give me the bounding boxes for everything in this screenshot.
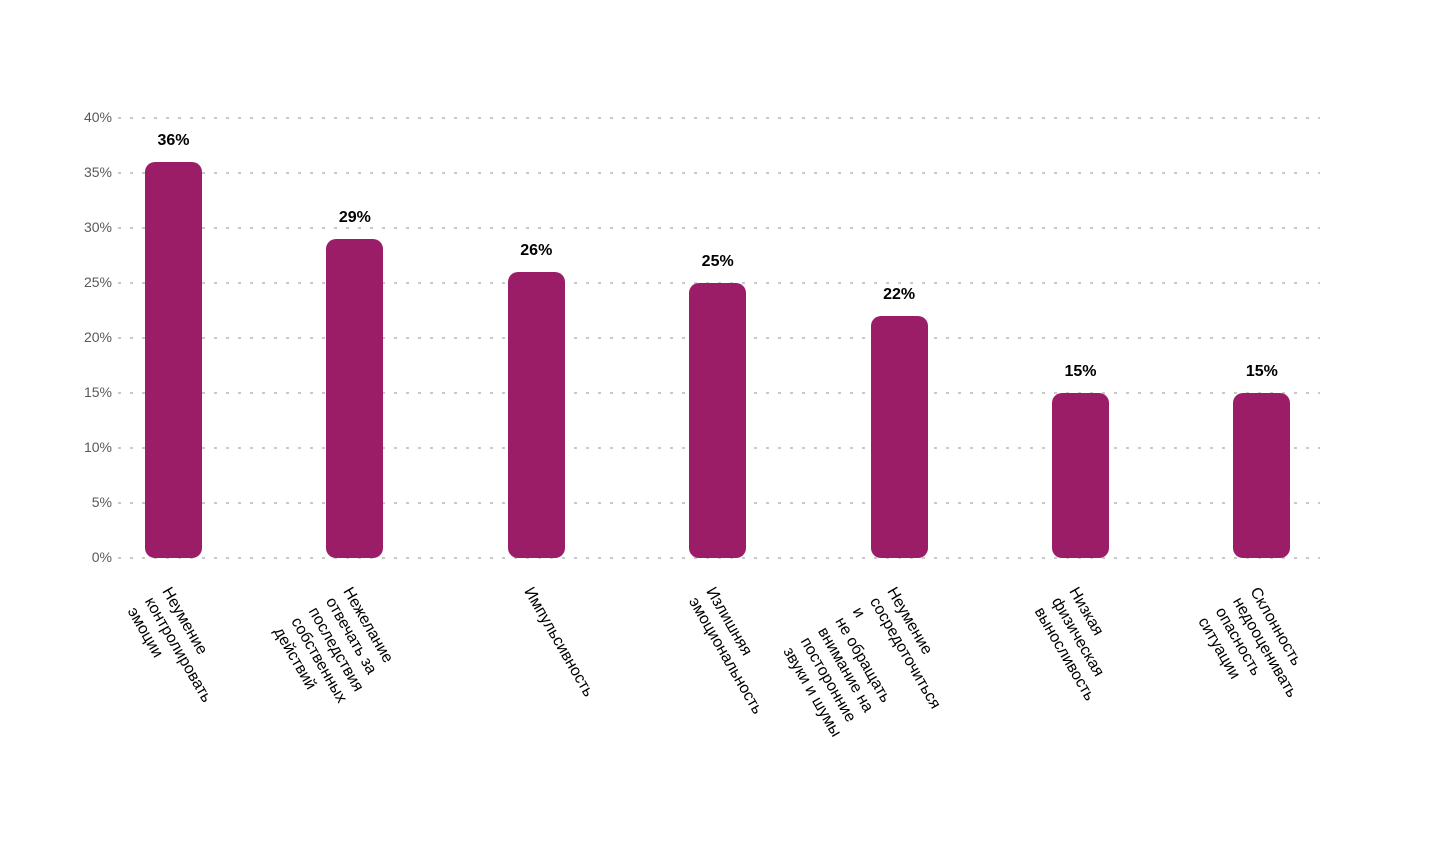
y-axis-tick-label: 40% bbox=[83, 109, 112, 125]
x-axis-category-label: Неумение сосредоточиться и не обращать в… bbox=[779, 584, 944, 740]
y-axis-tick-label: 10% bbox=[83, 439, 112, 455]
y-axis-tick-label: 35% bbox=[83, 164, 112, 180]
y-axis-tick-label: 15% bbox=[83, 384, 112, 400]
gridline bbox=[118, 172, 1320, 174]
y-axis-tick-label: 25% bbox=[83, 274, 112, 290]
x-axis-category-label: Импульсивность bbox=[520, 584, 598, 700]
x-axis-category-label: Нежелание отвечать за последствия собств… bbox=[270, 584, 397, 706]
bar-value-label: 26% bbox=[520, 242, 553, 259]
bar bbox=[870, 316, 928, 558]
y-axis-tick-label: 20% bbox=[83, 329, 112, 345]
y-axis-tick-label: 30% bbox=[83, 219, 112, 235]
bar-value-label: 25% bbox=[701, 253, 734, 270]
gridline bbox=[118, 227, 1320, 229]
bar-value-label: 22% bbox=[883, 286, 916, 303]
y-axis-tick-label: 0% bbox=[91, 549, 112, 565]
x-axis-category-label: Неумение контролировать эмоции bbox=[123, 584, 215, 706]
x-axis-category-label: Излишняя эмоциональность bbox=[684, 584, 766, 718]
bar-value-label: 15% bbox=[1064, 363, 1097, 380]
gridline bbox=[118, 557, 1320, 559]
bar bbox=[689, 283, 747, 558]
bar bbox=[1233, 393, 1291, 558]
bar bbox=[326, 239, 384, 558]
bar-value-label: 15% bbox=[1245, 363, 1278, 380]
y-axis-tick-label: 5% bbox=[91, 494, 112, 510]
x-axis-category-label: Низкая физическая выносливость bbox=[1030, 584, 1107, 704]
bar bbox=[145, 162, 202, 558]
x-axis-category-label: Склонность недооценивать опасность ситуа… bbox=[1194, 584, 1305, 701]
bar-value-label: 36% bbox=[157, 132, 190, 149]
gridline bbox=[118, 117, 1320, 119]
bar bbox=[1052, 393, 1109, 558]
bar bbox=[507, 272, 565, 558]
bar-value-label: 29% bbox=[338, 209, 371, 226]
